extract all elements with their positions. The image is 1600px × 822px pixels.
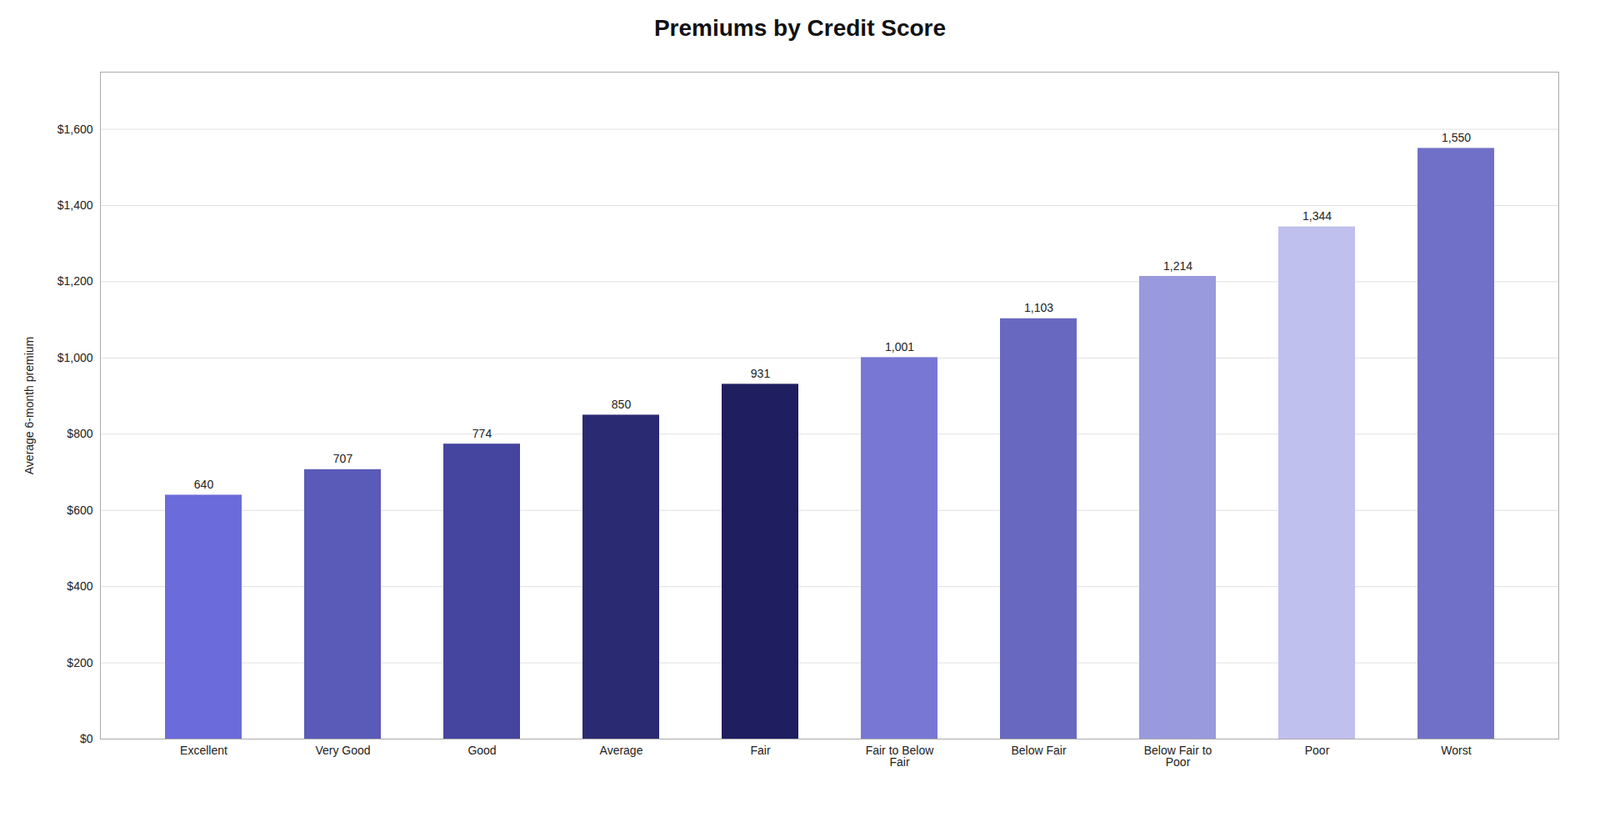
svg-text:Below Fair: Below Fair <box>1010 743 1066 757</box>
svg-text:1,001: 1,001 <box>885 340 915 354</box>
svg-text:Fair to BelowFair: Fair to BelowFair <box>865 743 935 769</box>
svg-text:Fair: Fair <box>750 743 770 757</box>
svg-text:$1,600: $1,600 <box>57 122 94 136</box>
svg-text:774: 774 <box>472 426 493 440</box>
svg-text:Average: Average <box>600 743 644 757</box>
svg-text:Excellent: Excellent <box>180 743 228 757</box>
svg-text:707: 707 <box>333 451 354 465</box>
svg-text:$600: $600 <box>66 503 93 517</box>
svg-text:Very Good: Very Good <box>315 743 370 757</box>
html-text:Premiums by Credit Score: Premiums by Credit Score <box>654 15 946 41</box>
svg-text:$800: $800 <box>66 426 93 440</box>
svg-text:$1,200: $1,200 <box>57 274 94 288</box>
svg-text:Below Fair toPoor: Below Fair toPoor <box>1144 743 1213 769</box>
svg-text:$1,400: $1,400 <box>57 198 94 212</box>
svg-text:Average 6-month premium: Average 6-month premium <box>22 336 36 475</box>
svg-text:1,103: 1,103 <box>1024 300 1054 315</box>
svg-text:931: 931 <box>750 366 771 380</box>
svg-text:640: 640 <box>194 477 215 491</box>
svg-text:$400: $400 <box>66 579 93 593</box>
svg-text:Poor: Poor <box>1305 743 1330 757</box>
svg-text:1,550: 1,550 <box>1441 130 1471 145</box>
svg-text:Worst: Worst <box>1440 743 1471 757</box>
svg-text:Good: Good <box>467 743 496 757</box>
svg-text:$200: $200 <box>66 655 93 670</box>
svg-text:$0: $0 <box>80 731 94 745</box>
svg-text:1,214: 1,214 <box>1163 259 1193 273</box>
svg-text:850: 850 <box>611 397 632 411</box>
svg-text:$1,000: $1,000 <box>57 350 94 365</box>
svg-text:1,344: 1,344 <box>1302 209 1332 223</box>
